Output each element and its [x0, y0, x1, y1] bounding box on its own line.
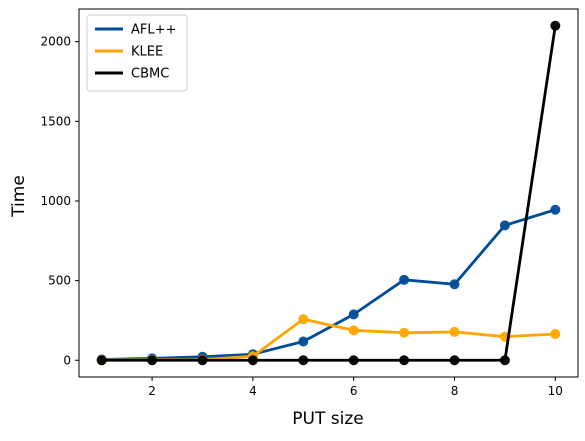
series-line — [101, 208, 556, 361]
data-point — [550, 20, 561, 31]
y-tick-label: 2000 — [40, 35, 71, 49]
data-point — [499, 220, 510, 231]
y-tick-label: 0 — [63, 353, 71, 367]
series-cbmc — [96, 20, 561, 366]
plot-frame — [78, 8, 579, 378]
legend: AFL++ KLEE CBMC — [86, 14, 188, 92]
data-point — [399, 327, 410, 338]
data-point — [298, 314, 309, 325]
x-tick-label: 2 — [148, 384, 156, 398]
y-tick-label: 500 — [48, 274, 71, 288]
data-point — [399, 355, 410, 366]
legend-item: CBMC — [95, 67, 169, 82]
series-line — [101, 317, 556, 362]
legend-item: AFL++ — [95, 23, 176, 38]
data-point — [399, 274, 410, 285]
data-point — [298, 355, 309, 366]
data-point — [499, 355, 510, 366]
data-point — [96, 355, 107, 366]
y-axis-label: Time — [9, 175, 29, 218]
data-point — [449, 279, 460, 290]
series-line — [101, 25, 557, 362]
y-tick-label: 1500 — [40, 114, 71, 128]
x-tick-label: 4 — [249, 384, 257, 398]
x-axis-label: PUT size — [292, 409, 363, 429]
data-point — [348, 309, 359, 320]
data-point — [247, 355, 258, 366]
legend-label: CBMC — [131, 67, 169, 82]
legend-label: KLEE — [131, 45, 163, 60]
data-point — [348, 325, 359, 336]
data-point — [449, 326, 460, 337]
data-point — [147, 355, 158, 366]
axis-ticks: 2 4 6 8 10 0 500 1000 1500 2000 — [40, 35, 563, 398]
x-tick-label: 8 — [451, 384, 459, 398]
data-point — [348, 355, 359, 366]
plot-area — [78, 8, 579, 378]
data-point — [298, 336, 309, 347]
y-tick-label: 1000 — [40, 194, 71, 208]
data-point — [550, 328, 561, 339]
x-tick-label: 6 — [350, 384, 358, 398]
data-point — [197, 355, 208, 366]
data-point — [550, 204, 561, 215]
legend-label: AFL++ — [131, 23, 176, 38]
series-afl- — [96, 204, 561, 365]
data-point — [449, 355, 460, 366]
x-tick-label: 10 — [548, 384, 563, 398]
legend-item: KLEE — [95, 45, 163, 60]
series-layer — [96, 20, 561, 366]
